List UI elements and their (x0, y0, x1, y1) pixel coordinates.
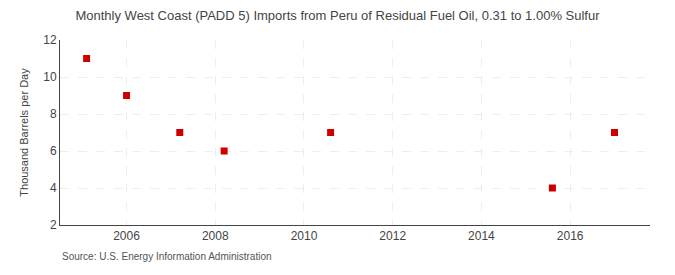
svg-text:2: 2 (50, 218, 57, 232)
svg-text:12: 12 (43, 33, 57, 47)
svg-text:2012: 2012 (379, 229, 406, 243)
svg-text:8: 8 (50, 107, 57, 121)
svg-text:Thousand Barrels per Day: Thousand Barrels per Day (18, 68, 30, 197)
svg-text:10: 10 (43, 70, 57, 84)
svg-text:2006: 2006 (113, 229, 140, 243)
svg-text:6: 6 (50, 144, 57, 158)
svg-text:2008: 2008 (202, 229, 229, 243)
svg-text:4: 4 (50, 181, 57, 195)
svg-text:2014: 2014 (468, 229, 495, 243)
svg-text:2010: 2010 (291, 229, 318, 243)
svg-text:Monthly West Coast (PADD 5) Im: Monthly West Coast (PADD 5) Imports from… (75, 8, 600, 23)
svg-text:2016: 2016 (557, 229, 584, 243)
svg-text:Source: U.S. Energy Informatio: Source: U.S. Energy Information Administ… (62, 251, 272, 262)
